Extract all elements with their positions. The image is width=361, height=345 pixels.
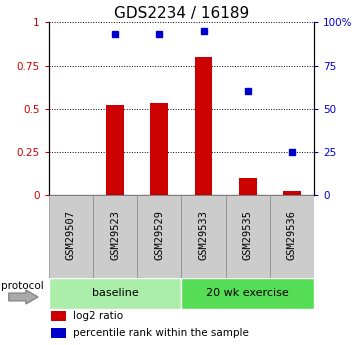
Bar xyxy=(51,312,66,321)
Text: GSM29529: GSM29529 xyxy=(154,210,164,260)
Text: baseline: baseline xyxy=(92,288,139,298)
Text: 20 wk exercise: 20 wk exercise xyxy=(206,288,289,298)
Bar xyxy=(181,195,226,278)
Bar xyxy=(106,105,124,195)
Bar xyxy=(49,278,181,309)
Bar xyxy=(239,178,257,195)
Bar xyxy=(181,278,314,309)
Bar xyxy=(270,195,314,278)
Title: GDS2234 / 16189: GDS2234 / 16189 xyxy=(114,6,249,21)
Bar xyxy=(226,195,270,278)
Bar xyxy=(283,191,301,195)
Bar xyxy=(93,195,137,278)
Text: GSM29533: GSM29533 xyxy=(199,210,209,260)
Bar xyxy=(195,57,212,195)
Text: GSM29523: GSM29523 xyxy=(110,210,120,260)
Text: protocol: protocol xyxy=(1,282,44,292)
Text: GSM29507: GSM29507 xyxy=(66,210,76,260)
Text: log2 ratio: log2 ratio xyxy=(73,311,123,321)
Bar xyxy=(51,328,66,338)
Bar xyxy=(151,104,168,195)
Bar xyxy=(49,195,93,278)
Text: percentile rank within the sample: percentile rank within the sample xyxy=(73,328,248,338)
Bar xyxy=(137,195,182,278)
Text: GSM29536: GSM29536 xyxy=(287,210,297,260)
Text: GSM29535: GSM29535 xyxy=(243,210,253,260)
FancyArrow shape xyxy=(9,290,38,304)
